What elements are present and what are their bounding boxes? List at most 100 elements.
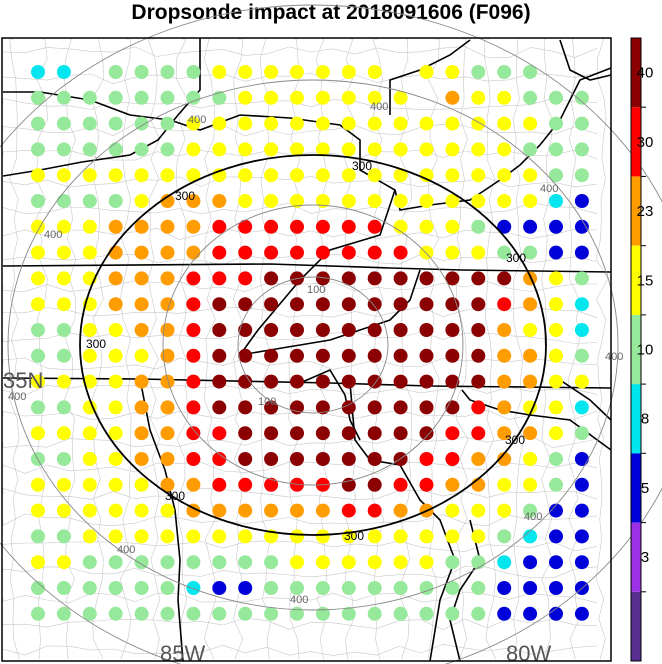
impact-dot: [341, 581, 356, 595]
impact-dot: [549, 194, 563, 208]
impact-dot: [393, 116, 408, 131]
county-line: [2, 461, 598, 475]
impact-dot: [574, 606, 589, 621]
impact-dot: [445, 606, 460, 621]
impact-dot: [290, 194, 304, 208]
impact-dot: [315, 90, 330, 105]
impact-dot: [31, 245, 45, 260]
impact-dot: [393, 219, 408, 234]
ring-label-300-top: 300: [352, 159, 372, 173]
impact-dot: [264, 503, 279, 518]
impact-dot: [82, 374, 97, 389]
impact-dot: [341, 555, 356, 570]
impact-dot: [315, 581, 330, 595]
impact-dot: [212, 426, 227, 441]
impact-dot: [471, 555, 486, 570]
impact-dot: [393, 142, 408, 157]
impact-dot: [108, 168, 123, 183]
impact-dot: [56, 426, 71, 441]
impact-dot: [134, 348, 149, 363]
impact-dot: [393, 503, 408, 518]
impact-dot: [264, 323, 279, 337]
impact-dot: [82, 606, 97, 621]
impact-dot: [290, 219, 304, 234]
impact-dot: [56, 219, 71, 234]
impact-dot: [290, 477, 304, 492]
impact-dot: [108, 555, 123, 570]
impact-dot: [290, 606, 304, 621]
impact-dot: [264, 606, 279, 621]
impact-dot: [393, 606, 408, 621]
impact-dot: [471, 400, 486, 415]
impact-dot: [186, 323, 201, 337]
state-border: [3, 67, 612, 211]
impact-dot: [238, 503, 253, 518]
impact-dot: [186, 297, 201, 312]
impact-dot: [341, 271, 356, 286]
county-line: [147, 38, 161, 660]
impact-dot: [160, 271, 175, 286]
impact-dot: [419, 65, 434, 79]
impact-dot: [134, 142, 149, 157]
county-line: [512, 38, 525, 660]
impact-dot: [82, 400, 97, 415]
impact-dot: [238, 374, 253, 389]
impact-dot: [523, 581, 538, 595]
impact-dot: [264, 116, 279, 131]
impact-dot: [186, 194, 201, 208]
impact-dot: [341, 245, 356, 260]
impact-dot: [290, 503, 304, 518]
impact-dot: [82, 168, 97, 183]
colorbar: 3 5 8 10 15 23 30 40: [630, 37, 654, 662]
impact-dot: [315, 297, 330, 312]
colorbar-segment: [631, 107, 641, 177]
impact-dot: [212, 245, 227, 260]
impact-dot: [393, 529, 408, 544]
impact-dot: [393, 245, 408, 260]
impact-dot: [160, 374, 175, 389]
colorbar-segment: [631, 38, 641, 108]
impact-dot: [445, 142, 460, 157]
state-border: [139, 378, 184, 662]
impact-dot: [212, 452, 227, 466]
impact-dot: [56, 503, 71, 518]
impact-dot: [160, 219, 175, 234]
impact-dot: [212, 503, 227, 518]
impact-dot: [497, 503, 512, 518]
impact-dot: [108, 529, 123, 544]
impact-dot: [290, 426, 304, 441]
impact-dot: [523, 168, 538, 183]
impact-dot: [290, 452, 304, 466]
county-line: [2, 435, 598, 449]
impact-dot: [264, 245, 279, 260]
impact-dot: [471, 90, 486, 105]
impact-dot: [445, 452, 460, 466]
state-border: [2, 263, 612, 273]
impact-dot: [445, 297, 460, 312]
impact-dot: [212, 374, 227, 389]
ring-400: [7, 79, 619, 611]
colorbar-tick-label: 23: [637, 203, 654, 220]
impact-dot: [445, 503, 460, 518]
impact-dot: [445, 194, 460, 208]
impact-dot: [445, 426, 460, 441]
impact-dot: [471, 426, 486, 441]
impact-dot: [108, 452, 123, 466]
impact-dot: [82, 555, 97, 570]
colorbar-tick-label: 8: [641, 411, 649, 428]
impact-dot: [574, 503, 589, 518]
impact-dot: [497, 400, 512, 415]
impact-dot: [497, 374, 512, 389]
impact-dot: [315, 116, 330, 131]
county-line: [2, 72, 598, 85]
impact-dot: [367, 555, 382, 570]
impact-dot: [367, 529, 382, 544]
impact-dot: [523, 297, 538, 312]
impact-dot: [393, 374, 408, 389]
impact-dot: [549, 581, 563, 595]
state-border: [461, 389, 612, 451]
impact-dot: [367, 581, 382, 595]
impact-dot: [497, 555, 512, 570]
impact-dot: [315, 374, 330, 389]
impact-dot: [419, 194, 434, 208]
